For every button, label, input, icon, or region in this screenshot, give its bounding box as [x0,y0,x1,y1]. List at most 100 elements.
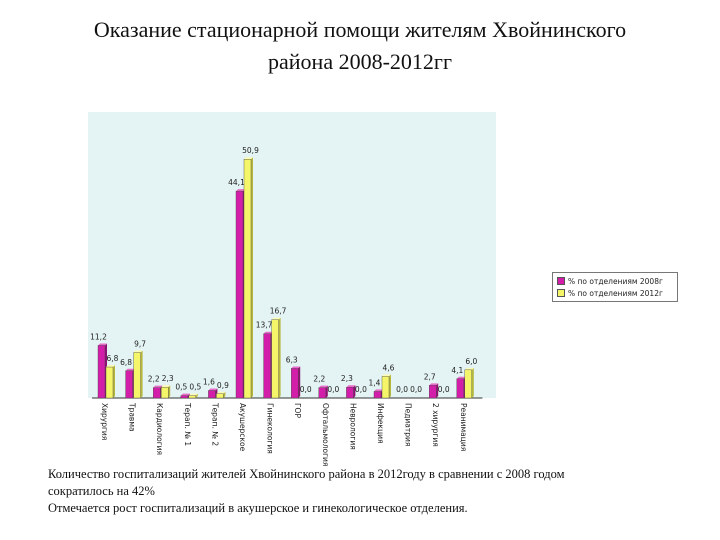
data-label-2008-10: 1,4 [369,378,381,387]
data-label-2008-4: 1,6 [203,377,215,386]
bar-2008-3 [180,395,189,399]
bar-2008-13 [456,378,464,399]
bar-2008-10 [373,391,382,399]
data-label-2008-6: 13,7 [256,321,273,330]
data-label-2012-11: 0,0 [410,385,422,394]
bar-top-2012-4 [216,391,226,394]
bar-2012-0 [105,366,114,399]
bar-2012-5 [243,159,252,399]
category-label-5: Акушерское [238,403,247,452]
page-title-line-2: района 2008-2012гг [268,49,452,74]
data-label-2012-7: 0,0 [300,385,312,394]
data-label-2008-0: 11,2 [90,332,107,341]
bar-2008-8 [318,387,326,399]
bar-2012-10 [381,376,390,399]
data-label-2008-12: 2,7 [424,372,436,381]
data-label-2012-9: 0,0 [355,385,367,394]
bar-side-2012-2 [168,385,171,398]
data-label-2012-13: 6,0 [465,357,477,366]
category-label-13: Реанимация [459,403,468,451]
data-label-2012-3: 0,5 [189,383,201,392]
category-label-2: Кардиология [155,403,164,455]
page-title-line-1: Оказание стационарной помощи жителям Хво… [93,17,627,42]
caption-line-1: Количество госпитализаций жителей Хвойни… [48,467,565,481]
data-label-2012-0: 6,8 [107,354,119,363]
bar-side-2012-5 [251,157,253,398]
bar-2008-1 [125,370,133,399]
category-label-0: Хирургия [100,403,109,440]
data-label-2008-13: 4,1 [451,366,463,375]
bar-2012-2 [160,387,169,399]
category-label-6: Гинекология [266,403,275,454]
bar-2008-7 [291,368,299,399]
bar-side-2008-8 [325,385,328,398]
bar-2008-4 [208,390,216,399]
bar-top-2008-8 [318,385,328,388]
data-label-2012-2: 2,3 [162,374,174,383]
bar-top-2012-1 [133,350,143,353]
category-label-4: Терап. № 2 [210,402,219,446]
data-label-2008-5: 44,1 [228,178,245,187]
bar-2008-9 [346,387,354,399]
data-label-2008-11: 0,0 [396,385,408,394]
bar-2012-1 [133,352,141,399]
plot-area [88,112,496,398]
category-label-11: Педиатрия [404,403,413,446]
bar-top-2008-0 [98,343,107,346]
bar-top-2008-7 [291,366,301,369]
bar-2008-12 [429,385,437,399]
data-label-2012-8: 0,0 [327,385,339,394]
chart-legend: % по отделениям 2008г % по отделениям 20… [552,272,678,302]
bar-top-2008-10 [374,389,383,392]
bar-side-2012-1 [140,350,143,398]
legend-swatch-2008 [557,277,565,285]
data-label-2012-4: 0,9 [217,381,229,390]
bar-top-2012-0 [106,365,115,368]
bar-side-2008-7 [298,366,301,398]
page-title: Оказание стационарной помощи жителям Хво… [40,14,680,78]
bar-2012-13 [464,369,472,399]
bar-top-2012-5 [244,157,253,160]
legend-label-2008: % по отделениям 2008г [568,276,663,286]
legend-label-2012: % по отделениям 2012г [568,288,663,298]
legend-item-2008: % по отделениям 2008г [557,275,673,287]
bar-side-2012-13 [471,367,474,398]
legend-swatch-2012 [557,289,565,297]
data-label-2012-6: 16,7 [270,307,287,316]
bar-side-2012-6 [278,317,281,398]
bar-top-2008-1 [125,368,135,371]
bar-2008-5 [235,190,244,399]
caption-line-2: сократилось на 42% [48,484,155,498]
caption-text: Количество госпитализаций жителей Хвойни… [48,466,678,517]
bar-top-2008-12 [429,383,439,386]
bar-side-2012-0 [113,365,115,398]
data-label-2008-1: 6,8 [120,358,132,367]
data-label-2008-9: 2,3 [341,374,353,383]
category-label-10: Инфекция [376,403,385,444]
bar-side-2008-12 [436,383,439,398]
bar-top-2012-6 [271,317,281,320]
bar-top-2008-3 [180,393,190,396]
data-label-2012-12: 0,0 [438,385,450,394]
bar-2012-3 [188,395,197,399]
bar-top-2008-13 [456,376,466,379]
data-label-2012-10: 4,6 [383,363,395,372]
bar-top-2008-2 [153,385,163,388]
category-label-1: Травма [128,402,137,432]
bar-side-2012-4 [223,391,226,398]
bar-side-2012-10 [389,374,391,398]
bar-top-2008-5 [236,189,245,192]
bar-2012-6 [271,319,279,399]
bar-top-2008-4 [208,388,218,391]
data-label-2012-5: 50,9 [242,146,259,155]
data-label-2008-7: 6,3 [286,355,298,364]
category-label-7: ГОР [293,403,302,418]
caption-line-3: Отмечается рост госпитализаций в акушерс… [48,501,468,515]
data-label-2008-3: 0,5 [175,383,187,392]
bar-2008-0 [97,345,106,399]
bar-2008-2 [152,387,161,399]
category-label-8: Офтальмология [321,403,330,466]
category-label-12: 2 хирургия [431,403,440,447]
data-label-2008-2: 2,2 [148,375,160,384]
bar-top-2012-3 [188,393,198,396]
